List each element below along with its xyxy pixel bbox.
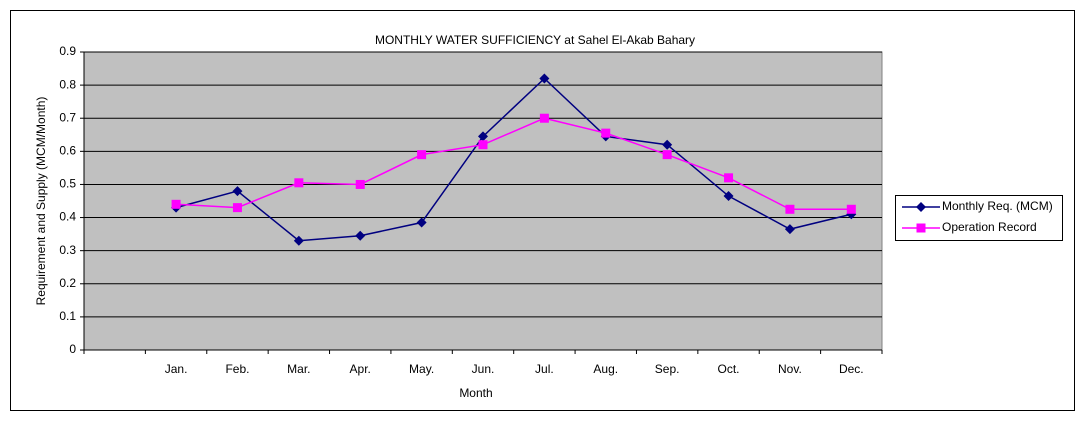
data-point	[723, 191, 734, 202]
x-tick-label: Jul.	[535, 362, 554, 376]
y-tick-label: 0.1	[59, 309, 76, 323]
series-line	[175, 77, 852, 242]
data-point	[355, 230, 366, 241]
chart-title: MONTHLY WATER SUFFICIENCY at Sahel El-Ak…	[375, 33, 695, 47]
x-tick-label: Sep.	[655, 362, 680, 376]
x-tick-label: May.	[409, 362, 434, 376]
data-point	[232, 186, 243, 197]
data-point	[232, 203, 242, 213]
data-point	[662, 139, 673, 150]
x-tick-label: Apr.	[350, 362, 371, 376]
legend-label: Operation Record	[942, 220, 1037, 234]
data-point	[846, 204, 856, 214]
legend-marker	[916, 223, 926, 233]
x-tick-label: Jun.	[472, 362, 495, 376]
data-point	[294, 178, 304, 188]
data-point	[539, 113, 549, 123]
y-axis-label: Requirement and Supply (MCM/Month)	[34, 97, 48, 306]
y-tick-label: 0.9	[59, 44, 76, 58]
data-point	[662, 150, 672, 160]
plot-area	[83, 51, 883, 351]
data-point	[171, 199, 181, 209]
data-point	[416, 217, 427, 228]
y-tick-label: 0.4	[59, 210, 76, 224]
data-point	[724, 173, 734, 183]
data-point	[478, 131, 488, 142]
x-tick-label: Aug.	[593, 362, 618, 376]
data-point	[785, 204, 795, 214]
x-tick-label: Dec.	[839, 362, 864, 376]
x-tick-label: Feb.	[225, 362, 249, 376]
x-axis-label: Month	[459, 386, 492, 400]
y-tick-label: 0.8	[59, 77, 76, 91]
y-tick-label: 0.7	[59, 110, 76, 124]
data-point	[478, 140, 488, 150]
y-tick-label: 0.5	[59, 177, 76, 191]
legend	[895, 195, 1063, 241]
data-point	[539, 73, 550, 84]
y-tick-label: 0	[69, 342, 76, 356]
x-tick-label: Jan.	[165, 362, 188, 376]
legend-marker	[916, 202, 926, 212]
x-tick-label: Nov.	[778, 362, 802, 376]
data-point	[293, 235, 304, 246]
x-tick-label: Mar.	[287, 362, 310, 376]
data-point	[784, 224, 795, 235]
y-tick-label: 0.6	[59, 144, 76, 158]
data-point	[355, 179, 365, 189]
y-tick-label: 0.2	[59, 276, 76, 290]
series-line	[176, 117, 852, 211]
data-point	[417, 150, 427, 160]
x-tick-label: Oct.	[718, 362, 740, 376]
y-tick-label: 0.3	[59, 243, 76, 257]
legend-label: Monthly Req. (MCM)	[942, 199, 1053, 213]
data-point	[601, 128, 611, 138]
